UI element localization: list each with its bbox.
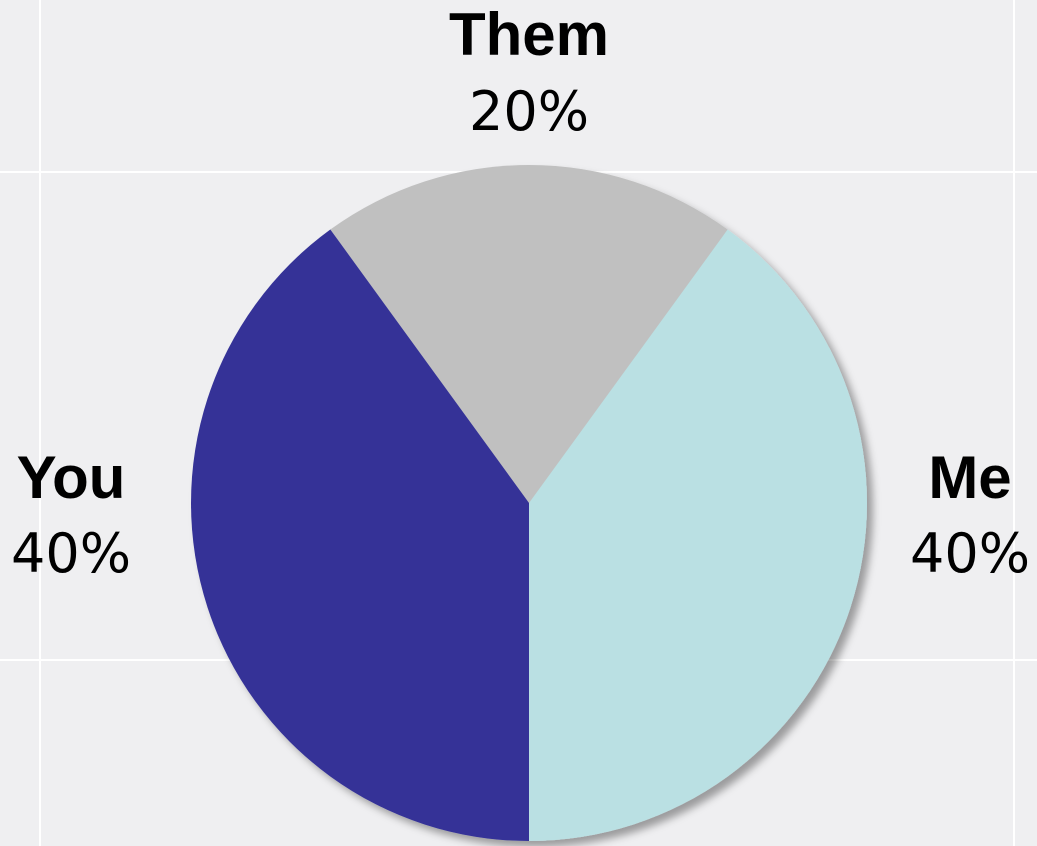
slice-label-me: Me <box>928 444 1011 511</box>
slice-value-them: 20% <box>469 80 589 143</box>
slice-labels: Them 20% Me 40% You 40% <box>11 1 1030 585</box>
slice-value-you: 40% <box>11 522 131 585</box>
pie-slices <box>191 165 867 842</box>
slice-value-me: 40% <box>910 522 1030 585</box>
pie-slice-them <box>330 165 728 504</box>
slice-label-them: Them <box>449 1 609 68</box>
pie-slice-me <box>529 229 867 842</box>
pie-slice-you <box>191 229 529 842</box>
slice-label-you: You <box>17 444 126 511</box>
